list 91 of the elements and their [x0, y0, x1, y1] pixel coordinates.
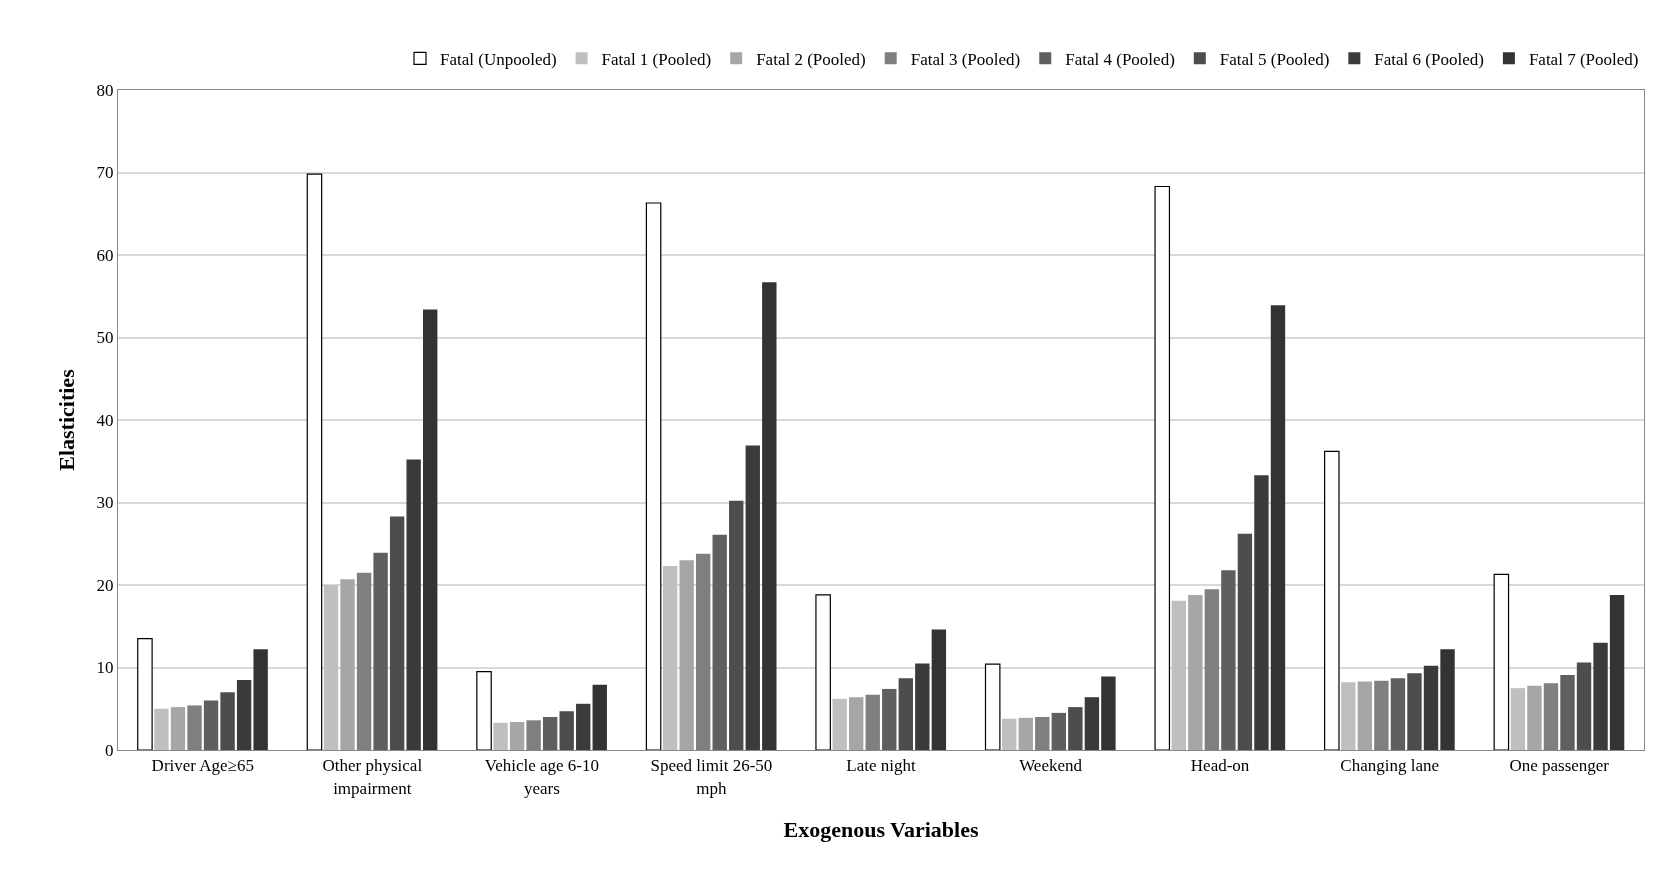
y-tick-label: 0: [105, 740, 114, 760]
bar: [1560, 674, 1575, 750]
x-tick-label: Changing lane: [1340, 756, 1440, 776]
x-tick-label: One passenger: [1509, 756, 1610, 776]
y-tick-label: 30: [96, 493, 114, 513]
bar: [1423, 665, 1439, 750]
bar: [1440, 649, 1455, 750]
bar: [220, 692, 235, 750]
bar: [1609, 594, 1625, 750]
bar: [542, 717, 558, 750]
bar: [679, 560, 694, 750]
bar: [1002, 718, 1017, 750]
bar: [984, 663, 1001, 750]
bar: [1510, 688, 1526, 750]
bar: [849, 697, 864, 750]
legend-label: Fatal 5 (Pooled): [1219, 49, 1330, 69]
bar: [509, 721, 525, 750]
bar: [1324, 450, 1340, 750]
bar: [253, 649, 268, 750]
x-axis-title: Exogenous Variables: [783, 817, 979, 843]
bar: [373, 552, 388, 750]
bar: [832, 698, 847, 750]
bar: [1018, 717, 1033, 750]
bar: [1576, 662, 1592, 750]
bar: [406, 459, 421, 750]
x-tick-label: Speed limit 26-50 mph: [650, 756, 773, 798]
bar: [931, 629, 947, 750]
legend-label: Fatal 6 (Pooled): [1374, 49, 1484, 69]
bar: [493, 722, 508, 750]
bar: [340, 579, 355, 750]
y-tick-label: 50: [96, 328, 114, 348]
bar: [1068, 707, 1083, 750]
legend-label: Fatal 4 (Pooled): [1065, 49, 1175, 69]
legend-label: Fatal (Unpooled): [440, 49, 557, 69]
bar: [1527, 685, 1542, 750]
y-tick-label: 20: [96, 575, 114, 595]
bar: [915, 663, 930, 750]
bar: [882, 688, 897, 750]
y-tick-label: 40: [96, 410, 114, 430]
bar: [1270, 305, 1286, 750]
bar: [898, 678, 913, 750]
bar: [323, 585, 339, 750]
bar: [203, 700, 219, 750]
bar: [815, 594, 831, 750]
bar: [662, 566, 678, 750]
bar: [745, 445, 760, 750]
bar: [1593, 642, 1608, 750]
bar: [306, 173, 323, 750]
bar: [559, 711, 574, 750]
bar: [1084, 697, 1100, 750]
bar: [1254, 475, 1269, 750]
legend-label: Fatal 3 (Pooled): [910, 49, 1021, 69]
bar: [762, 282, 777, 750]
legend-label: Fatal 7 (Pooled): [1528, 49, 1639, 69]
bar: [1221, 570, 1236, 750]
bar: [729, 500, 744, 750]
bar: [137, 638, 153, 750]
bar: [236, 679, 252, 750]
y-tick-label: 60: [96, 245, 114, 265]
bar: [1188, 594, 1203, 750]
x-tick-label: Late night: [846, 756, 916, 776]
bar: [476, 671, 492, 750]
bar: [1407, 673, 1422, 750]
bar: [423, 309, 438, 750]
x-tick-label: Vehicle age 6-10 years: [484, 756, 600, 798]
x-tick-label: Weekend: [1019, 756, 1083, 776]
bar: [389, 516, 405, 750]
bar: [712, 534, 727, 750]
bar: [645, 202, 662, 750]
bar: [154, 708, 169, 750]
bar: [1051, 712, 1067, 750]
bar: [1101, 676, 1116, 750]
legend-label: Fatal 1 (Pooled): [601, 49, 712, 69]
bar: [1154, 185, 1171, 750]
y-tick-label: 80: [96, 80, 114, 100]
bar: [1341, 682, 1356, 750]
bar: [576, 703, 591, 750]
x-tick-label: Driver Age≥65: [151, 756, 254, 776]
bar: [170, 707, 186, 750]
y-tick-label: 70: [96, 163, 114, 183]
bar: [1357, 681, 1373, 750]
x-tick-label: Head-on: [1190, 756, 1250, 776]
x-tick-label: Other physical impairment: [322, 756, 423, 798]
bar: [1493, 573, 1510, 750]
bar: [1171, 600, 1186, 750]
y-tick-label: 10: [96, 658, 114, 678]
bar: [592, 684, 607, 750]
bar: [1237, 533, 1253, 750]
bar: [1390, 678, 1406, 750]
y-axis-title: Elasticities: [54, 368, 80, 471]
legend-label: Fatal 2 (Pooled): [756, 49, 866, 69]
